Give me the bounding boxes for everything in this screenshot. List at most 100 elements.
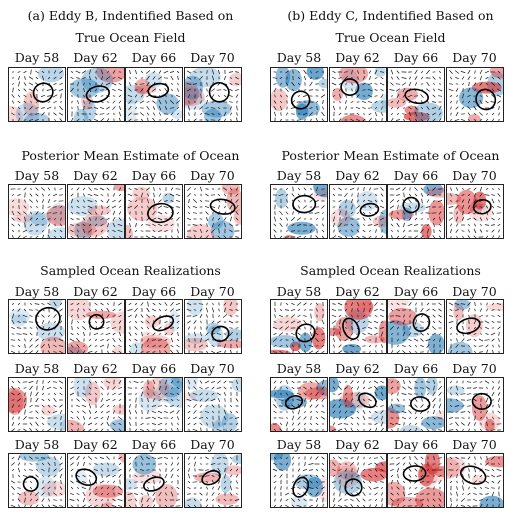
velocity-arrow bbox=[338, 338, 341, 342]
velocity-arrow bbox=[59, 404, 63, 408]
vorticity-field-plot bbox=[9, 68, 64, 121]
negative-vorticity-patch bbox=[374, 385, 386, 401]
velocity-arrow bbox=[234, 71, 239, 73]
velocity-arrow bbox=[117, 199, 122, 203]
velocity-arrow bbox=[135, 69, 137, 75]
velocity-arrow bbox=[87, 456, 92, 460]
velocity-arrow bbox=[273, 345, 277, 347]
velocity-arrow bbox=[99, 339, 104, 341]
velocity-arrow bbox=[82, 497, 85, 503]
velocity-arrow bbox=[94, 113, 97, 115]
day-label: Day 58 bbox=[276, 168, 322, 183]
velocity-arrow bbox=[147, 205, 149, 209]
velocity-arrow bbox=[105, 327, 110, 329]
velocity-arrow bbox=[316, 308, 318, 312]
velocity-arrow bbox=[228, 71, 233, 73]
velocity-arrow bbox=[47, 223, 51, 227]
velocity-arrow bbox=[497, 112, 500, 116]
velocity-arrow bbox=[338, 210, 341, 216]
velocity-arrow bbox=[356, 187, 359, 191]
velocity-arrow bbox=[234, 236, 239, 238]
velocity-arrow bbox=[362, 415, 365, 421]
velocity-arrow bbox=[11, 223, 15, 227]
velocity-arrow bbox=[118, 462, 121, 466]
velocity-arrow bbox=[479, 69, 482, 75]
velocity-arrow bbox=[497, 344, 500, 348]
velocity-arrow bbox=[234, 83, 239, 85]
velocity-arrow bbox=[205, 229, 208, 233]
eddy-boundary-contour bbox=[472, 198, 492, 215]
velocity-arrow bbox=[165, 308, 167, 312]
velocity-arrow bbox=[473, 462, 476, 466]
velocity-arrow bbox=[273, 332, 277, 336]
velocity-arrow bbox=[337, 302, 342, 306]
velocity-arrow bbox=[402, 350, 406, 353]
velocity-arrow bbox=[157, 429, 163, 431]
velocity-arrow bbox=[198, 492, 203, 496]
velocity-arrow bbox=[391, 229, 393, 233]
velocity-arrow bbox=[473, 415, 476, 421]
velocity-arrow bbox=[449, 386, 452, 390]
velocity-arrow bbox=[396, 462, 400, 466]
vorticity-panel bbox=[328, 453, 387, 508]
velocity-arrow bbox=[381, 503, 383, 507]
velocity-arrow bbox=[414, 398, 418, 402]
velocity-arrow bbox=[170, 491, 174, 497]
velocity-arrow bbox=[11, 107, 15, 109]
velocity-arrow bbox=[396, 457, 400, 459]
velocity-arrow bbox=[432, 200, 436, 202]
velocity-arrow bbox=[380, 235, 383, 238]
velocity-arrow bbox=[192, 230, 197, 232]
velocity-arrow bbox=[273, 481, 277, 483]
velocity-arrow bbox=[485, 397, 488, 403]
velocity-arrow bbox=[205, 405, 208, 407]
velocity-arrow bbox=[401, 411, 407, 413]
velocity-arrow bbox=[158, 302, 162, 306]
velocity-arrow bbox=[170, 380, 174, 384]
velocity-arrow bbox=[76, 302, 79, 306]
velocity-arrow bbox=[315, 404, 319, 408]
velocity-arrow bbox=[374, 315, 377, 317]
velocity-arrow bbox=[29, 404, 33, 408]
velocity-arrow bbox=[211, 307, 214, 313]
eddy-boundary-contour bbox=[200, 469, 221, 486]
velocity-arrow bbox=[76, 380, 79, 384]
velocity-arrow bbox=[106, 481, 109, 483]
velocity-arrow bbox=[490, 474, 495, 478]
velocity-arrow bbox=[349, 503, 353, 507]
velocity-arrow bbox=[497, 235, 500, 238]
velocity-arrow bbox=[127, 493, 133, 495]
velocity-arrow bbox=[146, 105, 150, 111]
positive-vorticity-patch bbox=[155, 484, 178, 507]
velocity-arrow bbox=[134, 307, 138, 313]
vorticity-field-plot bbox=[126, 187, 181, 238]
velocity-arrow bbox=[448, 429, 453, 431]
velocity-arrow bbox=[17, 475, 21, 477]
velocity-arrow bbox=[272, 326, 278, 330]
day-label: Day 66 bbox=[393, 437, 439, 452]
velocity-arrow bbox=[426, 469, 430, 471]
velocity-arrow bbox=[235, 105, 238, 111]
velocity-arrow bbox=[70, 486, 73, 490]
velocity-arrow bbox=[356, 112, 359, 116]
velocity-arrow bbox=[380, 106, 383, 110]
velocity-arrow bbox=[374, 481, 377, 483]
velocity-arrow bbox=[467, 188, 470, 190]
day-label: Day 66 bbox=[131, 361, 177, 376]
velocity-arrow bbox=[18, 314, 20, 318]
velocity-arrow bbox=[106, 405, 109, 407]
velocity-arrow bbox=[308, 463, 314, 465]
velocity-arrow bbox=[88, 325, 91, 331]
day-label: Day 62 bbox=[73, 284, 118, 299]
velocity-arrow bbox=[373, 385, 378, 391]
velocity-arrow bbox=[117, 485, 122, 491]
velocity-arrow bbox=[105, 380, 110, 384]
velocity-arrow bbox=[473, 338, 476, 342]
vorticity-field-plot bbox=[447, 300, 503, 353]
velocity-arrow bbox=[460, 393, 465, 395]
velocity-arrow bbox=[235, 398, 238, 402]
velocity-arrow bbox=[193, 461, 196, 467]
velocity-arrow bbox=[479, 456, 482, 460]
velocity-arrow bbox=[176, 409, 180, 415]
velocity-arrow bbox=[106, 302, 109, 306]
